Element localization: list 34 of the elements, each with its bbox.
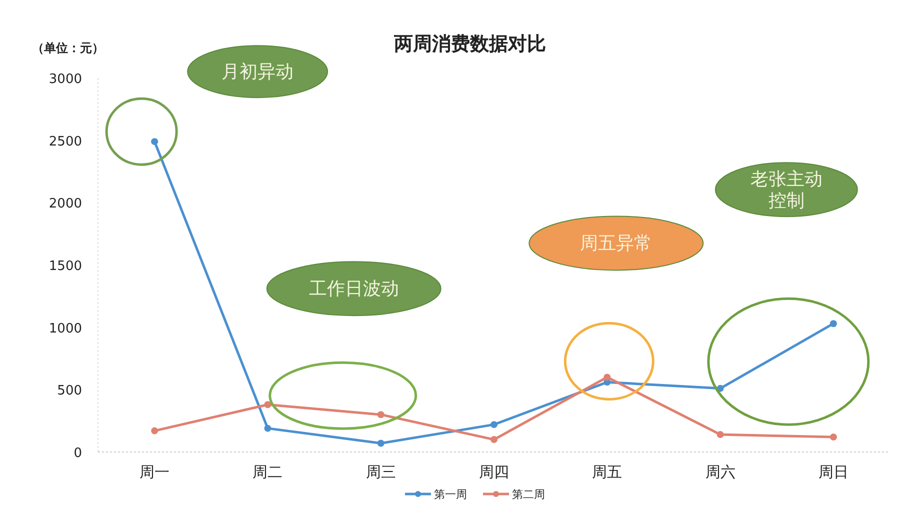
annotation: 工作日波动 <box>308 278 399 300</box>
legend-label: 第一周 <box>434 488 467 501</box>
x-tick-label: 周六 <box>705 463 736 481</box>
x-tick-label: 周五 <box>592 463 622 481</box>
point <box>716 431 724 438</box>
y-tick-label: 0 <box>74 446 82 461</box>
y-tick-label: 1500 <box>48 259 82 274</box>
x-tick-label: 周三 <box>366 463 396 481</box>
point <box>490 436 498 444</box>
legend-label: 第二周 <box>512 488 545 501</box>
point <box>604 374 611 381</box>
y-tick-label: 3000 <box>48 72 82 87</box>
x-tick-label: 周一 <box>140 463 170 481</box>
chart-title: 两周消费数据对比 <box>393 33 546 55</box>
x-tick-label: 周二 <box>252 463 283 481</box>
point <box>377 411 384 418</box>
point <box>830 320 837 328</box>
point <box>830 434 837 441</box>
x-tick-label: 周四 <box>479 463 509 481</box>
y-tick-label: 500 <box>57 384 82 399</box>
annotation: 月初异动 <box>222 62 294 83</box>
y-axis-title: （单位：元） <box>32 41 104 55</box>
point <box>151 138 158 146</box>
y-tick-label: 2500 <box>48 134 82 150</box>
point <box>151 427 158 434</box>
x-tick-label: 周日 <box>818 463 848 481</box>
annotation: 老张主动控制 <box>750 168 822 212</box>
y-tick-label: 1000 <box>48 321 82 336</box>
annotation: 周五异常 <box>580 233 652 254</box>
point <box>377 440 384 447</box>
point <box>264 401 272 408</box>
y-tick-label: 2000 <box>48 196 82 212</box>
point <box>490 421 498 428</box>
point <box>264 424 272 432</box>
